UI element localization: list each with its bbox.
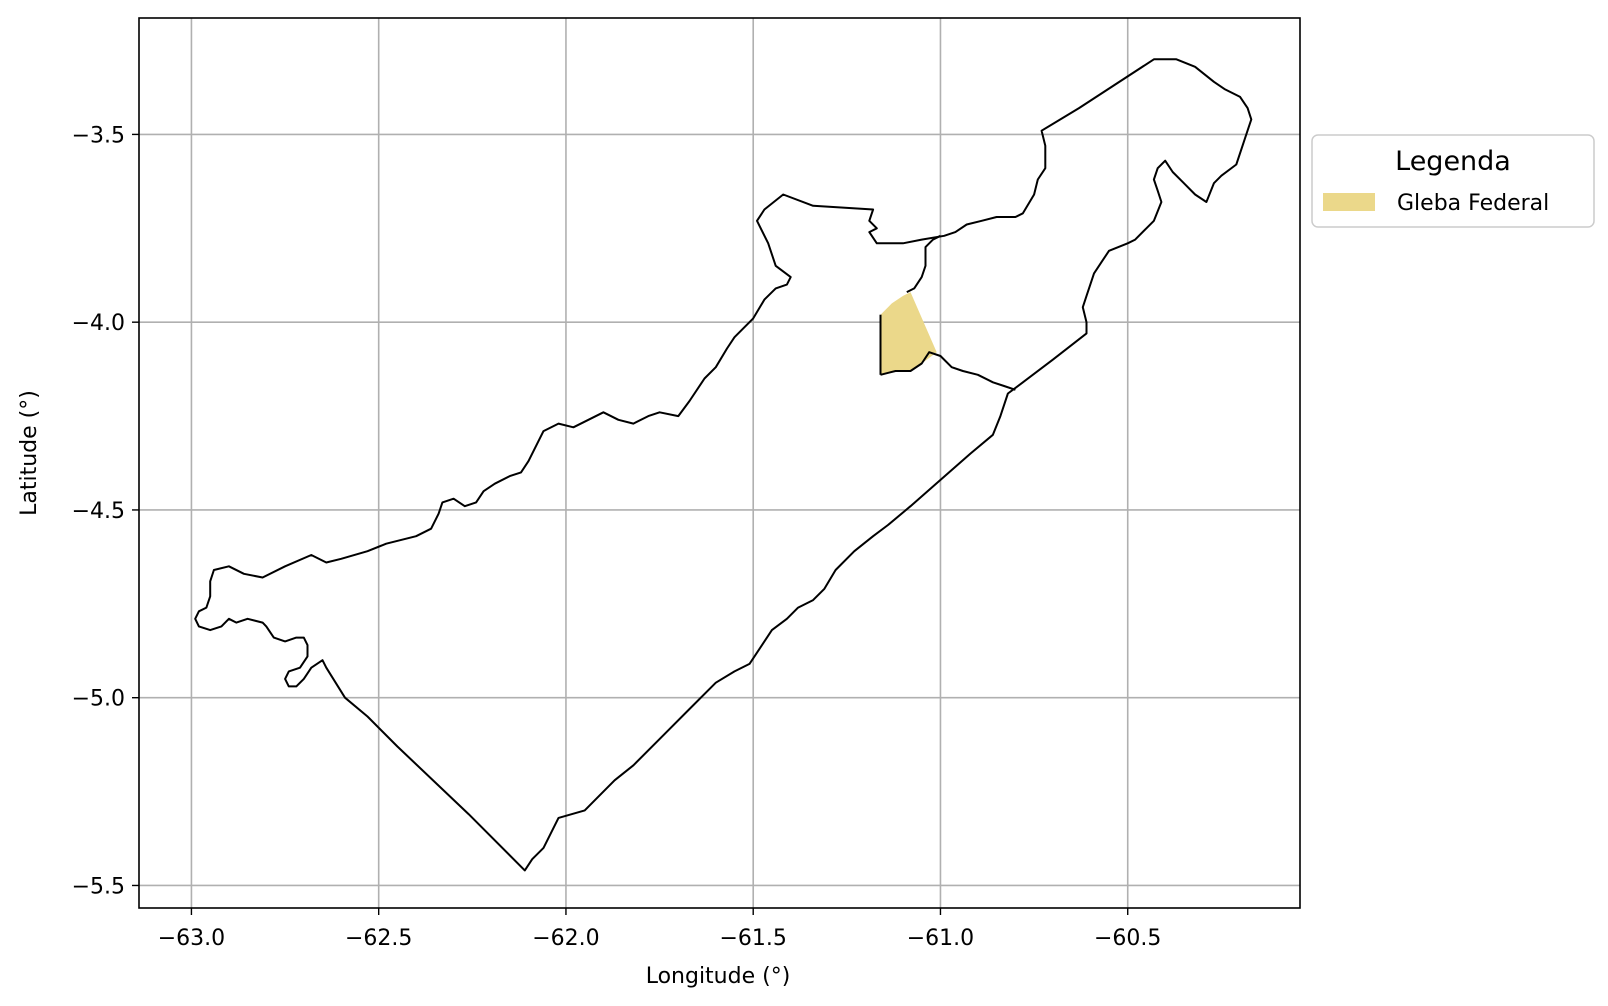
grid-lines	[139, 18, 1300, 908]
inner-boundary-north	[906, 234, 941, 293]
x-tick-label: −62.5	[345, 926, 412, 951]
map-shapes	[194, 58, 1253, 872]
gleba-federal-area	[880, 292, 937, 375]
y-tick-label: −5.0	[72, 687, 125, 712]
outer-boundary	[194, 58, 1253, 872]
legend-label-gleba-federal: Gleba Federal	[1397, 191, 1549, 216]
legend-title: Legenda	[1395, 146, 1511, 177]
legend-swatch-gleba-federal	[1323, 193, 1375, 211]
x-tick-label: −61.0	[907, 926, 974, 951]
x-tick-label: −60.5	[1094, 926, 1161, 951]
axes-frame	[138, 17, 1301, 909]
y-tick-label: −3.5	[72, 123, 125, 148]
y-axis-label: Latitude (°)	[17, 390, 42, 516]
x-tick-label: −61.5	[719, 926, 786, 951]
legend: Legenda Gleba Federal	[1311, 134, 1595, 228]
x-axis-label: Longitude (°)	[646, 964, 791, 989]
legend-box	[1311, 134, 1595, 228]
y-tick-label: −5.5	[72, 874, 125, 899]
tick-marks	[132, 133, 1129, 915]
y-tick-label: −4.5	[72, 499, 125, 524]
x-tick-label: −62.0	[532, 926, 599, 951]
y-tick-label: −4.0	[72, 311, 125, 336]
x-tick-label: −63.0	[158, 926, 225, 951]
inner-boundary-south	[880, 351, 1016, 391]
